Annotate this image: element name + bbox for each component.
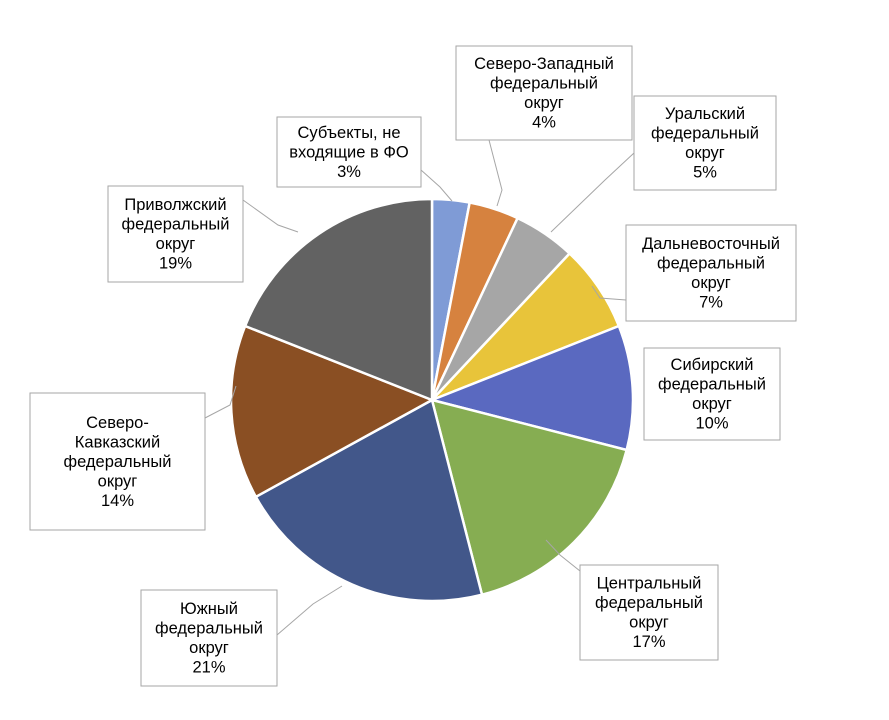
data-label-category: федеральный — [658, 376, 766, 394]
data-label-category: Северо- — [86, 414, 149, 432]
leader-line-3 — [550, 152, 635, 233]
data-label-category: Кавказский — [75, 433, 160, 451]
data-label-value: 5% — [693, 164, 717, 182]
leader-line-8 — [204, 385, 237, 419]
leader-line-4 — [591, 285, 627, 301]
data-label-category: федеральный — [155, 620, 263, 638]
data-label-category: Приволжский — [124, 196, 226, 214]
data-label-category: Сибирский — [671, 356, 754, 374]
leader-line-6 — [545, 539, 581, 572]
data-label-category: Южный — [180, 600, 238, 618]
leader-lines — [204, 139, 635, 636]
data-label-value: 17% — [632, 633, 665, 651]
pie-slice-5 — [427, 324, 635, 452]
data-label-category: Дальневосточный — [642, 235, 780, 253]
data-label-value: 19% — [159, 255, 192, 273]
data-label-category: Северо-Западный — [474, 55, 614, 73]
data-label-category: Субъекты, не — [297, 124, 400, 142]
data-label-box — [29, 392, 206, 531]
data-label-category: округ — [156, 235, 196, 253]
data-label-category: федеральный — [595, 594, 703, 612]
data-label-category: округ — [692, 395, 732, 413]
data-label-box — [579, 564, 719, 661]
data-label-category: округ — [691, 274, 731, 292]
data-label-value: 7% — [699, 294, 723, 312]
data-label-value: 21% — [192, 659, 225, 677]
data-label-category: округ — [98, 472, 138, 490]
data-label-box — [140, 589, 278, 687]
data-label-box — [276, 116, 422, 188]
pie-slices — [229, 197, 635, 603]
pie-slice-6 — [430, 398, 629, 597]
pie-slice-8 — [229, 324, 435, 499]
pie-slice-9 — [243, 197, 434, 402]
leader-line-9 — [242, 199, 299, 233]
data-label-category: округ — [189, 639, 229, 657]
data-label-value: 3% — [337, 163, 361, 181]
data-label-box — [633, 95, 777, 191]
data-label-category: федеральный — [657, 255, 765, 273]
data-label-value: 10% — [695, 415, 728, 433]
data-label-box — [455, 45, 633, 141]
data-label-value: 4% — [532, 114, 556, 132]
data-label-value: 14% — [101, 492, 134, 510]
pie-slice-7 — [254, 398, 484, 603]
data-label-box — [107, 185, 244, 283]
data-label-box — [625, 224, 797, 322]
leader-line-1 — [420, 169, 453, 202]
data-label-box — [643, 347, 781, 441]
data-label-category: федеральный — [490, 75, 598, 93]
data-label-category: Центральный — [597, 575, 702, 593]
data-label-category: округ — [629, 614, 669, 632]
data-label-category: федеральный — [64, 453, 172, 471]
leader-line-2 — [488, 139, 503, 207]
data-label-category: федеральный — [651, 125, 759, 143]
data-label-category: входящие в ФО — [289, 143, 409, 161]
data-label-category: Уральский — [665, 105, 745, 123]
leader-line-7 — [276, 585, 343, 636]
data-label-category: округ — [685, 144, 725, 162]
data-label-category: округ — [524, 94, 564, 112]
data-label-category: федеральный — [122, 216, 230, 234]
